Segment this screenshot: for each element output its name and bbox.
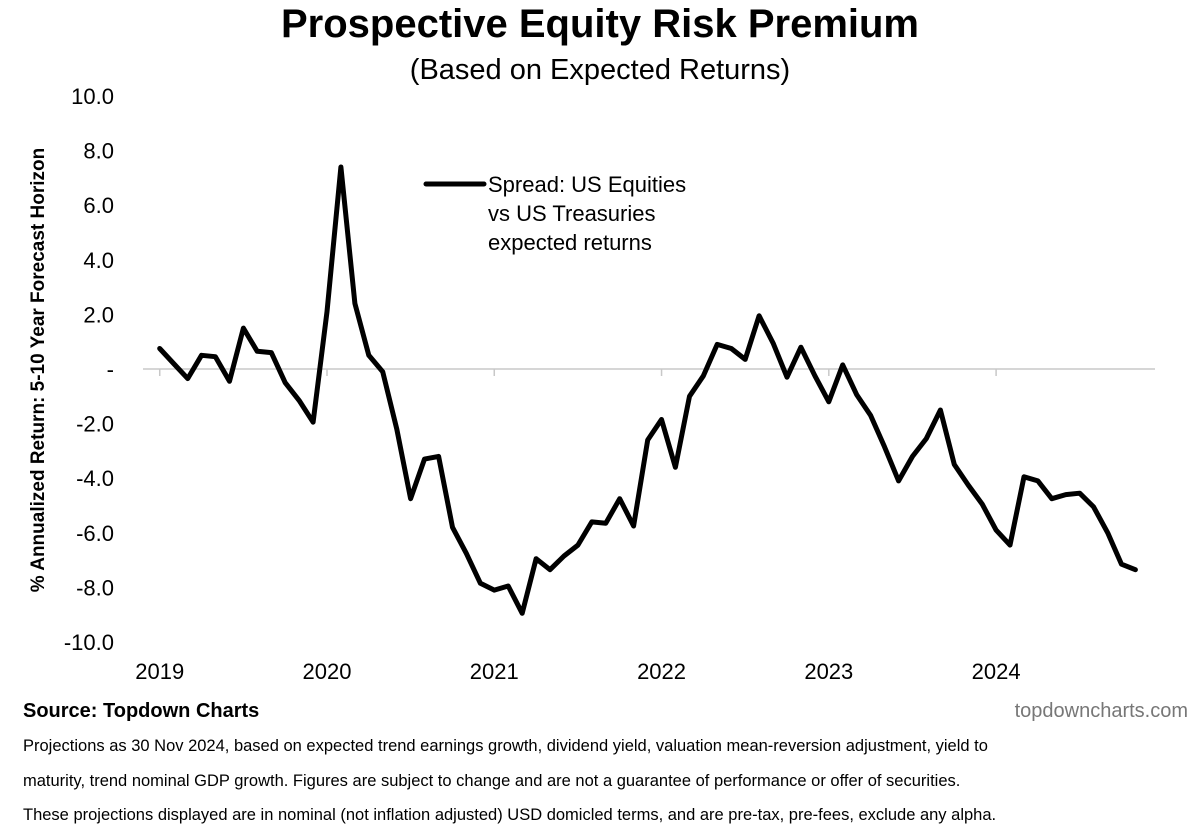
- y-tick-label: -10.0: [64, 630, 114, 655]
- y-tick-label: -4.0: [76, 466, 114, 491]
- chart-title: Prospective Equity Risk Premium: [280, 2, 919, 46]
- footnote-line-1: Projections as 30 Nov 2024, based on exp…: [23, 737, 988, 755]
- y-tick-label: 8.0: [83, 139, 114, 164]
- x-tick-label: 2021: [470, 659, 519, 684]
- y-tick-label: 4.0: [83, 248, 114, 273]
- y-axis-ticks: 10.0 8.0 6.0 4.0 2.0 - -2.0 -4.0 -6.0 -8.0 -10.0: [64, 84, 114, 655]
- x-axis-ticks: 2019 2020 2021 2022 2023 2024: [135, 369, 1021, 684]
- y-tick-label: -: [107, 357, 114, 382]
- legend-label-line2: vs US Treasuries: [488, 201, 656, 226]
- y-tick-label: 2.0: [83, 302, 114, 327]
- legend: Spread: US Equities vs US Treasuries exp…: [423, 172, 686, 255]
- x-tick-label: 2024: [972, 659, 1021, 684]
- x-tick-label: 2020: [303, 659, 352, 684]
- source-note: Source: Topdown Charts: [23, 700, 260, 722]
- chart-svg: % Annualized Return: 5-10 Year Forecast …: [28, 84, 1155, 684]
- footnote-line-3: These projections displayed are in nomin…: [23, 806, 997, 824]
- y-tick-label: -2.0: [76, 412, 114, 437]
- y-tick-label: 6.0: [83, 193, 114, 218]
- x-tick-label: 2022: [637, 659, 686, 684]
- x-tick-label: 2019: [135, 659, 184, 684]
- y-tick-label: -8.0: [76, 575, 114, 600]
- y-tick-label: -6.0: [76, 521, 114, 546]
- chart-subtitle: (Based on Expected Returns): [409, 54, 791, 86]
- x-tick-label: 2023: [804, 659, 853, 684]
- y-tick-label: 10.0: [71, 84, 114, 109]
- legend-label-line1: Spread: US Equities: [488, 172, 686, 197]
- series-line: [157, 164, 1138, 616]
- watermark: topdowncharts.com: [1014, 700, 1188, 722]
- y-axis-label: % Annualized Return: 5-10 Year Forecast …: [28, 148, 49, 593]
- series-group: [157, 164, 1138, 616]
- footnote-line-2: maturity, trend nominal GDP growth. Figu…: [23, 772, 961, 790]
- legend-label-line3: expected returns: [488, 230, 652, 255]
